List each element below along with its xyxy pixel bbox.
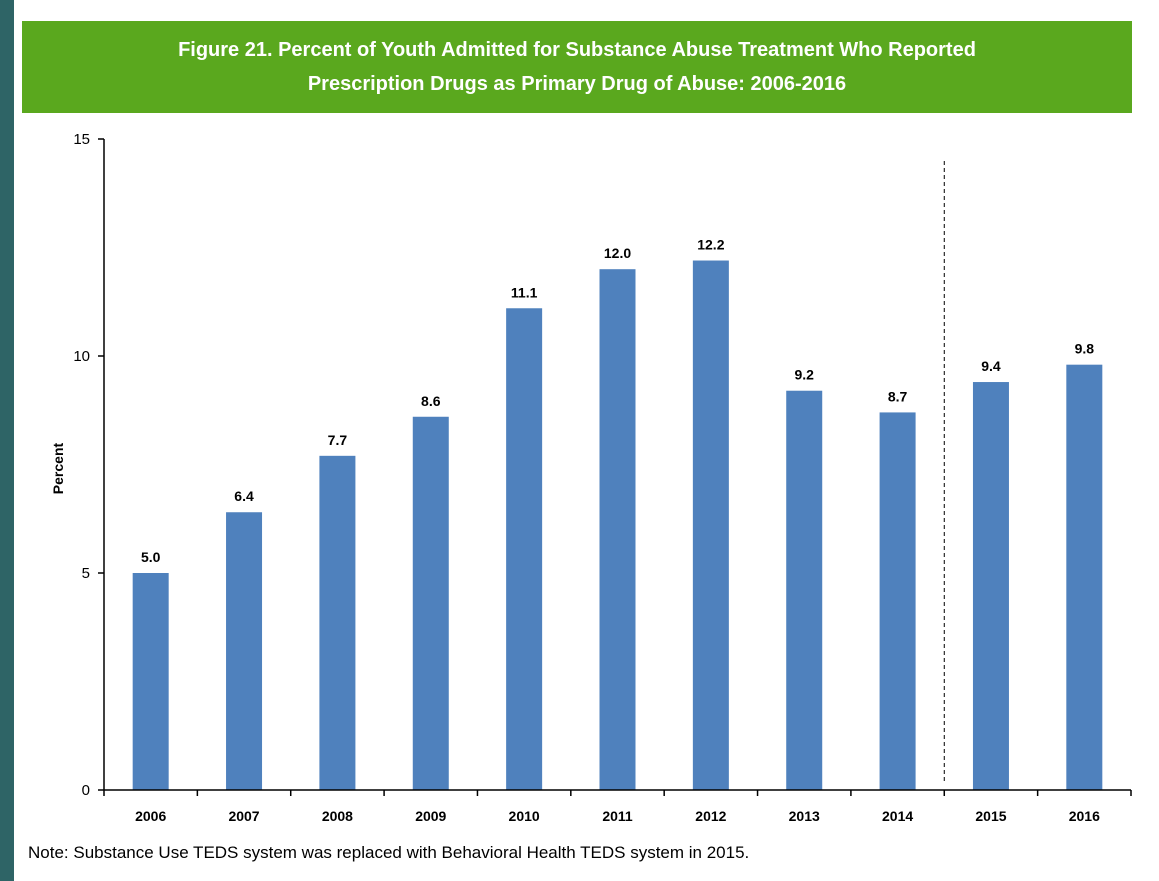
x-tick-label-2010: 2010 — [509, 808, 540, 824]
x-tick-label-2008: 2008 — [322, 808, 353, 824]
data-label-2006: 5.0 — [141, 549, 161, 565]
data-label-2007: 6.4 — [234, 488, 254, 504]
x-tick-label-2012: 2012 — [695, 808, 726, 824]
data-label-2010: 11.1 — [511, 284, 538, 300]
x-tick-label-2007: 2007 — [228, 808, 259, 824]
y-tick-label-15: 15 — [73, 131, 90, 148]
y-tick-label-10: 10 — [73, 348, 90, 365]
x-tick-label-2009: 2009 — [415, 808, 446, 824]
bar-2012 — [692, 260, 729, 790]
bar-2008 — [319, 455, 356, 790]
data-label-2014: 8.7 — [888, 388, 908, 404]
data-label-2015: 9.4 — [981, 358, 1001, 374]
bar-2013 — [786, 390, 823, 790]
data-label-2008: 7.7 — [328, 432, 348, 448]
y-tick-label-5: 5 — [82, 565, 90, 582]
x-tick-label-2014: 2014 — [882, 808, 913, 824]
data-label-2012: 12.2 — [697, 237, 724, 253]
x-tick-label-2015: 2015 — [975, 808, 1006, 824]
x-tick-label-2011: 2011 — [602, 808, 633, 824]
data-label-2013: 9.2 — [794, 367, 814, 383]
x-tick-label-2013: 2013 — [789, 808, 820, 824]
chart-panel — [14, 0, 1159, 881]
chart-note: Note: Substance Use TEDS system was repl… — [28, 843, 750, 862]
bar-2006 — [132, 573, 169, 790]
chart-title-line-2: Prescription Drugs as Primary Drug of Ab… — [307, 73, 847, 95]
bar-2009 — [412, 416, 449, 790]
bar-2010 — [506, 308, 543, 790]
bar-2007 — [226, 512, 263, 790]
bar-2014 — [879, 412, 916, 790]
x-tick-label-2016: 2016 — [1069, 808, 1100, 824]
data-label-2016: 9.8 — [1075, 341, 1095, 357]
bar-2011 — [599, 269, 636, 790]
bar-2016 — [1066, 364, 1103, 790]
bar-2015 — [972, 382, 1009, 790]
data-label-2009: 8.6 — [421, 393, 441, 409]
x-tick-label-2006: 2006 — [135, 808, 166, 824]
data-label-2011: 12.0 — [604, 245, 631, 261]
chart-title-bar: Figure 21. Percent of Youth Admitted for… — [22, 21, 1132, 113]
y-axis-label: Percent — [50, 442, 66, 494]
chart-title-line-1: Figure 21. Percent of Youth Admitted for… — [178, 39, 976, 61]
y-tick-label-0: 0 — [82, 782, 90, 799]
